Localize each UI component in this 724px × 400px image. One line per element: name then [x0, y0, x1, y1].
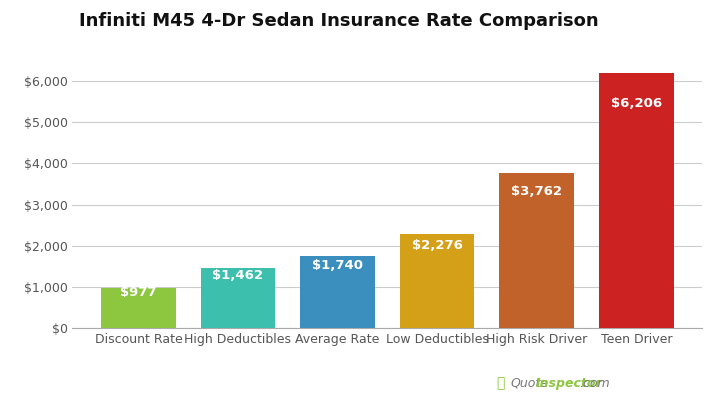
Bar: [400, 234, 474, 328]
Text: $3,762: $3,762: [511, 185, 563, 198]
Text: $2,276: $2,276: [412, 239, 463, 252]
Bar: [599, 73, 673, 328]
Text: Infiniti M45 4-Dr Sedan Insurance Rate Comparison: Infiniti M45 4-Dr Sedan Insurance Rate C…: [79, 12, 598, 30]
Text: $1,740: $1,740: [312, 258, 363, 272]
Text: Quote: Quote: [510, 377, 548, 390]
Bar: [201, 268, 275, 328]
Bar: [300, 256, 375, 328]
Text: $977: $977: [120, 286, 156, 299]
Text: $6,206: $6,206: [611, 97, 662, 110]
Text: Ⓢ: Ⓢ: [496, 376, 505, 390]
Text: .com: .com: [579, 377, 610, 390]
Text: Inspector: Inspector: [536, 377, 602, 390]
Bar: [101, 288, 176, 328]
Bar: [500, 173, 574, 328]
Text: $1,462: $1,462: [212, 268, 264, 282]
